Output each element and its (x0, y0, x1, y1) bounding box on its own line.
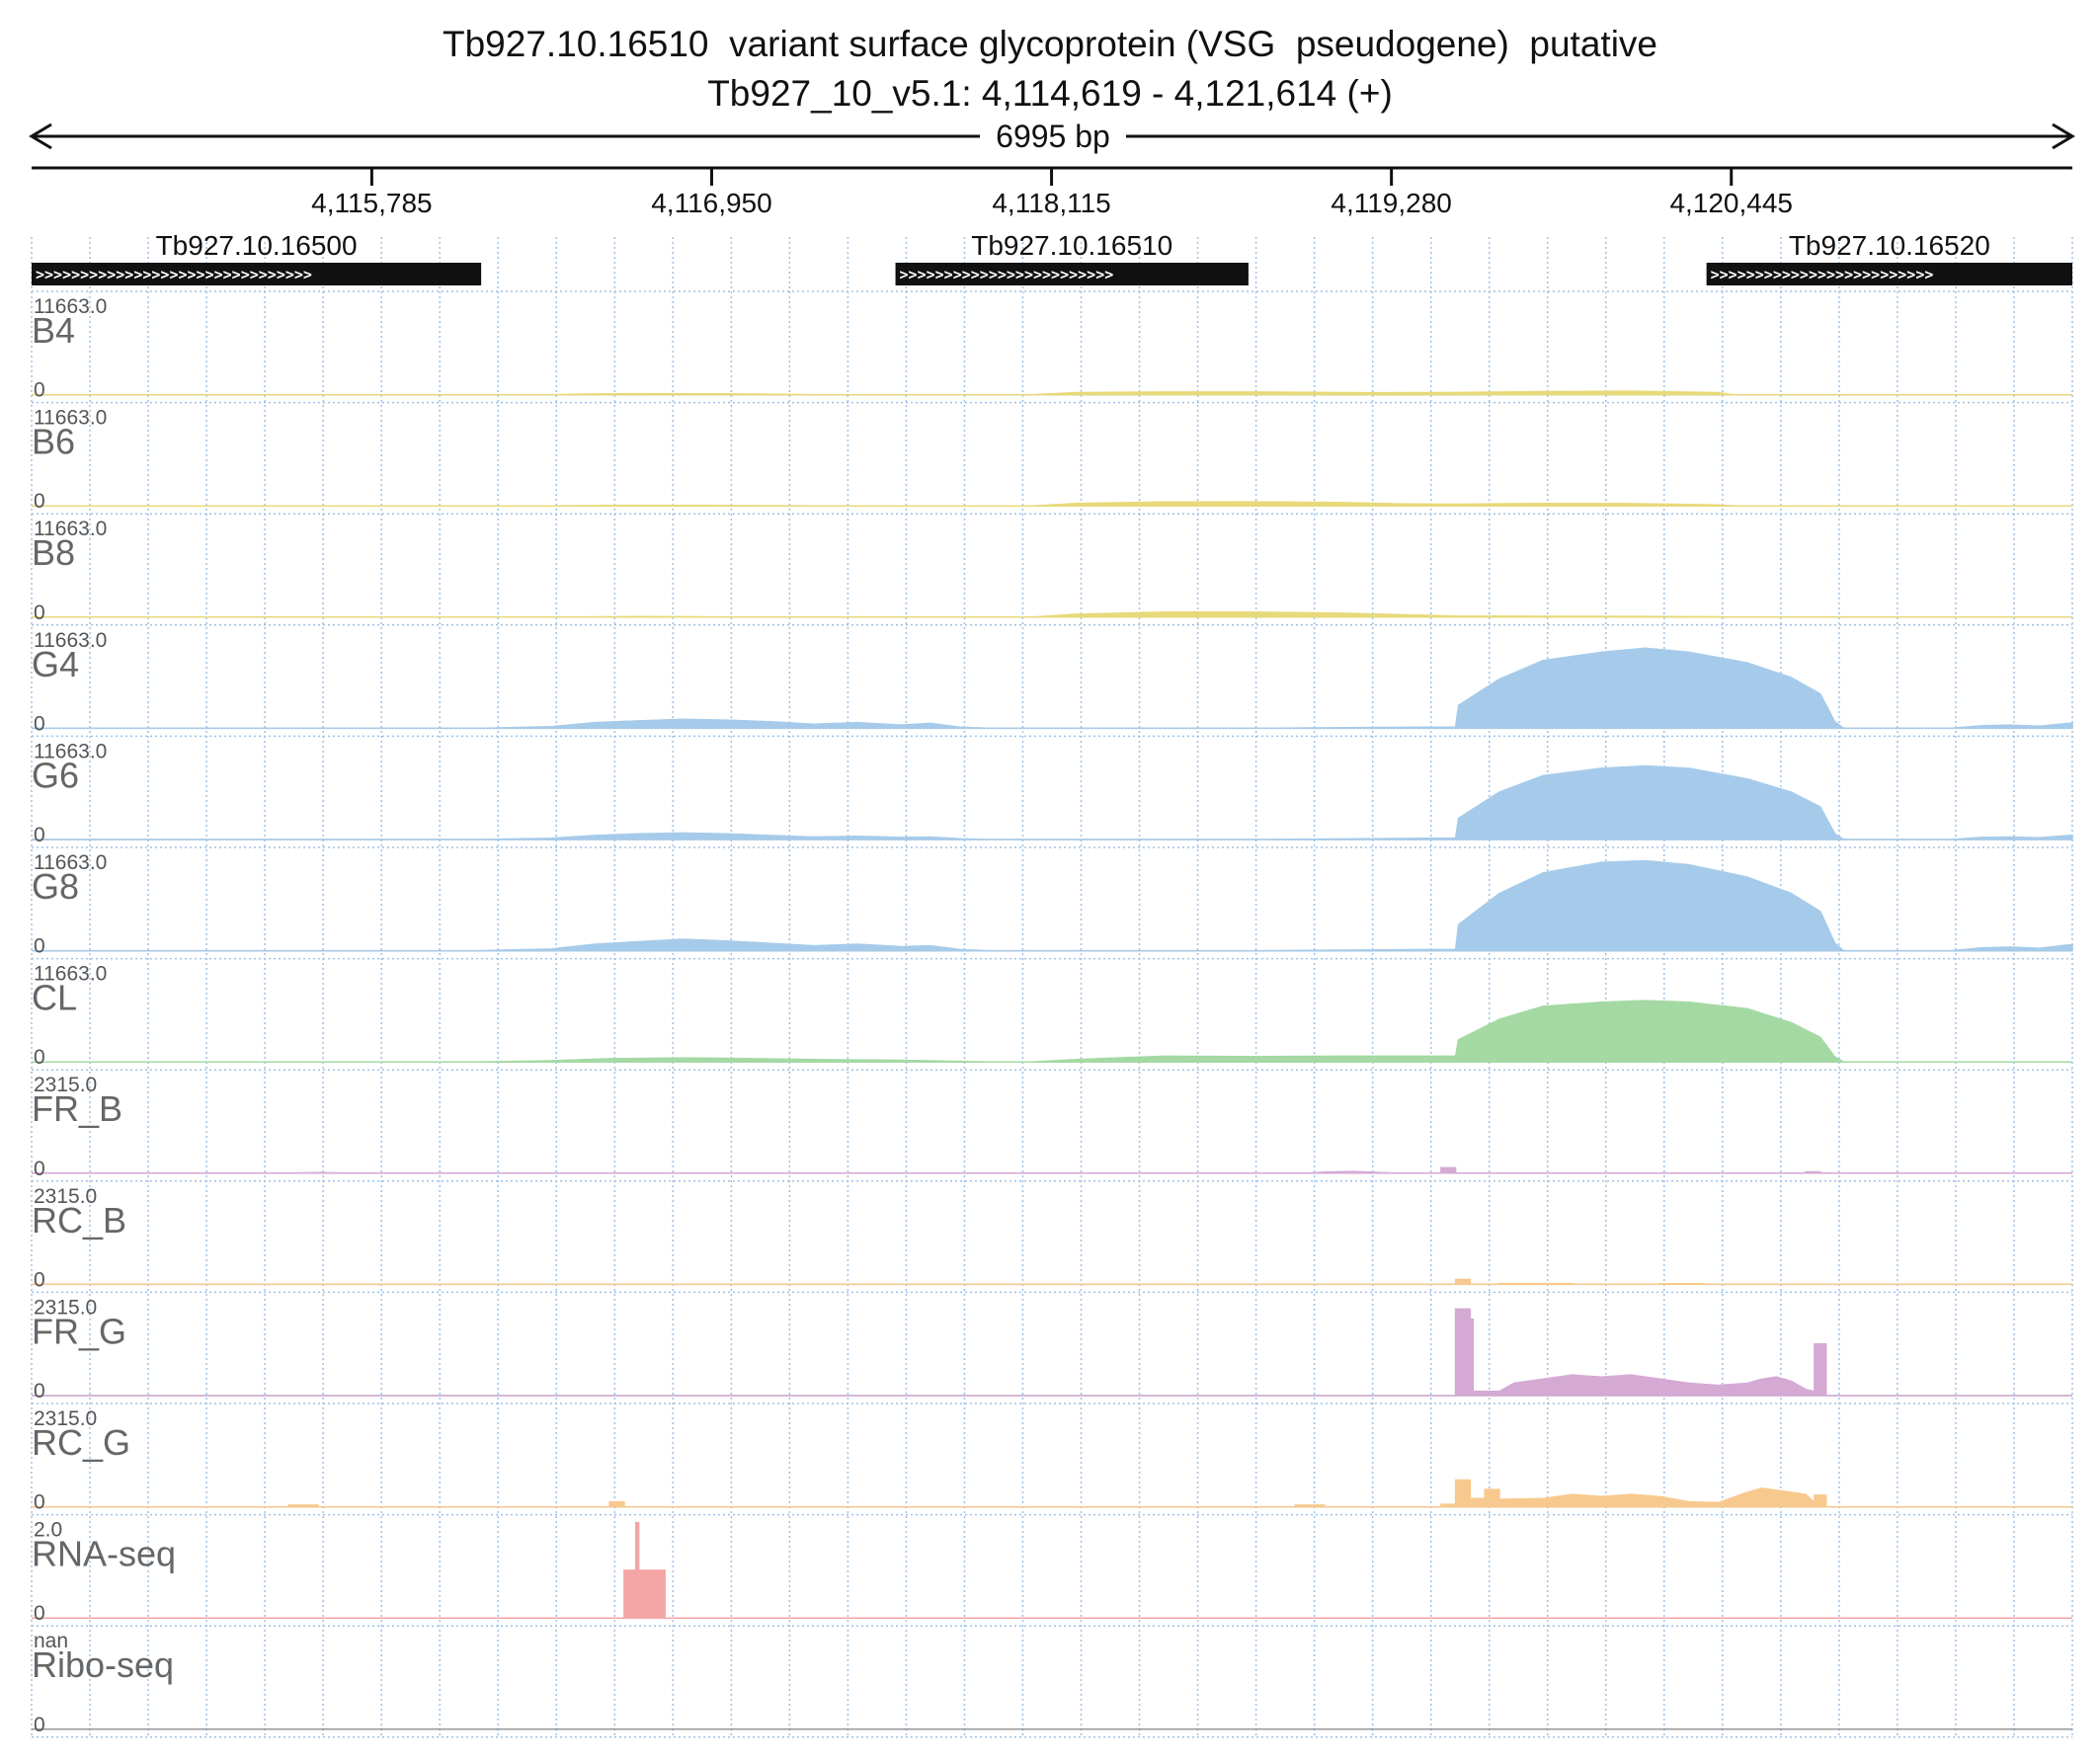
track-rc_g: 2315.0RC_G 0 (32, 1407, 2072, 1514)
track-min-label: 0 (34, 1602, 45, 1625)
gene-box[interactable] (1706, 263, 2072, 285)
track-min-label: 0 (34, 1268, 45, 1291)
track-signal-area (32, 1278, 2072, 1286)
track-max-label: 2315.0 (34, 1185, 97, 1208)
track-fr_b: 2315.0FR_B 0 (32, 1074, 2072, 1180)
track-max-label: 2315.0 (34, 1407, 97, 1430)
track-max-label: nan (34, 1630, 68, 1652)
track-g4: 11663.0G4 0 (32, 629, 2073, 735)
track-name: B6 (32, 422, 75, 462)
gene-feature[interactable]: >>>>>>>>>>>>>>>>>>>>>>>>> Tb927.10.16520 (1706, 230, 2072, 285)
x-tick-label: 4,119,280 (1331, 188, 1452, 218)
track-name: FR_B (32, 1088, 122, 1129)
track-max-label: 2315.0 (34, 1296, 97, 1319)
gene-label: Tb927.10.16510 (971, 230, 1172, 261)
chart-subtitle: Tb927_10_v5.1: 4,114,619 - 4,121,614 (+) (707, 73, 1393, 114)
track-min-label: 0 (34, 824, 45, 846)
gene-label: Tb927.10.16520 (1789, 230, 1990, 261)
track-max-label: 11663.0 (34, 740, 107, 762)
track-name: G8 (32, 866, 79, 907)
span-arrow-left-icon (29, 122, 52, 150)
track-b8: 11663.0B8 0 (32, 518, 2072, 624)
track-signal-area (32, 1479, 2072, 1508)
track-signal-area (32, 647, 2073, 730)
gene-box[interactable] (32, 263, 482, 285)
track-min-label: 0 (34, 601, 45, 624)
track-signal-area (32, 1521, 2072, 1619)
track-max-label: 11663.0 (34, 407, 107, 430)
track-name: Ribo-seq (32, 1644, 174, 1685)
strand-arrows-icon: >>>>>>>>>>>>>>>>>>>>>>>>> (1711, 266, 1934, 283)
track-fr_g: 2315.0FR_G 0 (32, 1296, 2072, 1402)
track-max-label: 2315.0 (34, 1074, 97, 1096)
track-max-label: 11663.0 (34, 851, 107, 874)
track-min-label: 0 (34, 935, 45, 958)
strand-arrows-icon: >>>>>>>>>>>>>>>>>>>>>>>> (900, 266, 1114, 283)
track-name: FR_G (32, 1311, 126, 1351)
track-rc_b: 2315.0RC_B 0 (32, 1185, 2072, 1291)
track-signal-area (32, 1000, 2072, 1063)
track-name: RNA-seq (32, 1534, 176, 1574)
track-min-label: 0 (34, 712, 45, 735)
track-name: G4 (32, 644, 79, 684)
x-tick-label: 4,120,445 (1669, 188, 1793, 218)
track-name: RC_G (32, 1422, 130, 1463)
signal-tracks: 11663.0B4011663.0B6011663.0B8011663.0G40… (32, 295, 2073, 1736)
track-b6: 11663.0B6 0 (32, 407, 2072, 513)
track-name: G6 (32, 755, 79, 795)
track-min-label: 0 (34, 1046, 45, 1069)
track-max-label: 11663.0 (34, 518, 107, 540)
strand-arrows-icon: >>>>>>>>>>>>>>>>>>>>>>>>>>>>>>> (36, 266, 312, 283)
grid-layer (31, 237, 2073, 1738)
span-arrow-right-icon (2052, 122, 2075, 150)
span-indicator: 6995 bp (29, 119, 2075, 154)
track-max-label: 11663.0 (34, 629, 107, 652)
gene-annotation-track: >>>>>>>>>>>>>>>>>>>>>>>>>>>>>>> Tb927.10.… (32, 230, 2072, 285)
x-tick-label: 4,115,785 (311, 188, 433, 218)
track-signal-area (32, 501, 2072, 507)
track-signal-area (32, 1166, 2072, 1174)
gene-label: Tb927.10.16500 (156, 230, 358, 261)
track-max-label: 2.0 (34, 1519, 62, 1542)
track-max-label: 11663.0 (34, 963, 107, 986)
track-name: B8 (32, 532, 75, 573)
track-name: B4 (32, 310, 75, 351)
chart-title: Tb927.10.16510 variant surface glycoprot… (443, 24, 1657, 64)
track-g8: 11663.0G8 0 (32, 851, 2073, 958)
track-b4: 11663.0B4 0 (32, 295, 2072, 402)
track-cl: 11663.0CL 0 (32, 963, 2072, 1069)
track-min-label: 0 (34, 1380, 45, 1402)
track-signal-area (32, 610, 2072, 618)
gene-feature[interactable]: >>>>>>>>>>>>>>>>>>>>>>>>>>>>>>> Tb927.10.… (32, 230, 482, 285)
track-max-label: 11663.0 (34, 295, 107, 318)
track-signal-area (32, 764, 2073, 841)
track-name: CL (32, 978, 77, 1018)
track-signal-area (32, 390, 2072, 396)
track-signal-area (32, 859, 2073, 952)
gene-box[interactable] (895, 263, 1249, 285)
track-signal-area (32, 1308, 2072, 1397)
track-g6: 11663.0G6 0 (32, 740, 2073, 846)
gene-feature[interactable]: >>>>>>>>>>>>>>>>>>>>>>>> Tb927.10.16510 (895, 230, 1249, 285)
span-label: 6995 bp (996, 119, 1110, 154)
track-min-label: 0 (34, 1491, 45, 1514)
track-min-label: 0 (34, 379, 45, 402)
track-min-label: 0 (34, 1158, 45, 1180)
x-tick-label: 4,118,115 (992, 188, 1110, 218)
track-min-label: 0 (34, 490, 45, 513)
track-name: RC_B (32, 1200, 126, 1241)
track-min-label: 0 (34, 1714, 45, 1736)
x-tick-label: 4,116,950 (651, 188, 772, 218)
x-axis: 4,115,785 4,116,950 4,118,115 4,119,280 4,12… (32, 166, 2072, 218)
